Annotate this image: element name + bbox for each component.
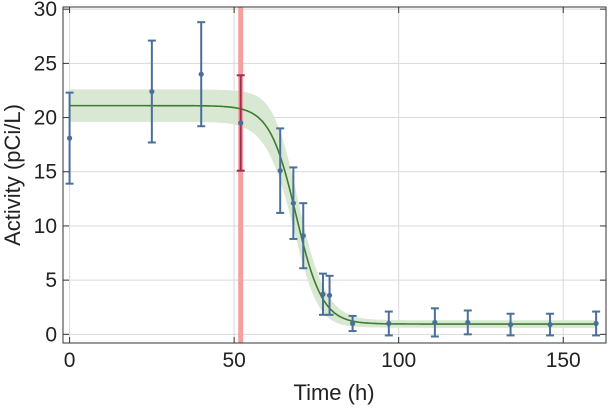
data-point-group [236, 74, 245, 172]
data-point-group [289, 166, 298, 240]
data-point-group [463, 309, 472, 336]
fit-curve [69, 104, 597, 325]
data-point-group [325, 274, 334, 316]
fit-line [69, 104, 597, 325]
data-point [300, 233, 306, 239]
x-tick-label: 150 [546, 349, 581, 372]
confidence-band-area [69, 89, 597, 328]
data-point-group [430, 307, 439, 338]
data-point [277, 168, 283, 174]
data-point-group [592, 310, 601, 337]
data-point-group [197, 21, 206, 128]
x-tick-label: 100 [381, 349, 416, 372]
data-point [507, 321, 514, 328]
x-tick-label: 50 [222, 349, 245, 372]
data-point [238, 120, 244, 126]
data-point [290, 200, 296, 206]
y-tick-label: 15 [34, 161, 57, 184]
data-point-group [506, 312, 515, 337]
data-point [350, 320, 356, 327]
data-point-group [299, 202, 308, 270]
plot-frame [62, 6, 607, 344]
data-point [198, 71, 204, 77]
data-point [547, 321, 553, 328]
data-point [432, 319, 438, 326]
frame-rect [62, 6, 607, 344]
data-point [149, 88, 155, 95]
y-tick-label: 25 [34, 52, 57, 75]
y-tick-label: 30 [34, 0, 57, 21]
data-point-group [147, 39, 156, 144]
data-point-group [276, 127, 285, 214]
y-axis-label: Activity (pCi/L) [0, 104, 25, 246]
data-point [326, 292, 333, 298]
data-points [65, 21, 601, 338]
data-point [593, 320, 599, 327]
data-point-group [348, 314, 357, 333]
data-point-group [65, 91, 74, 185]
data-point [66, 135, 73, 141]
confidence-band [69, 89, 597, 328]
y-tick-label: 20 [34, 107, 57, 130]
x-axis-label: Time (h) [293, 380, 374, 405]
y-tick-label: 0 [45, 323, 57, 346]
data-point [386, 320, 392, 327]
y-tick-label: 5 [45, 269, 57, 292]
grid [63, 7, 606, 343]
data-point-group [384, 310, 393, 337]
ticks: 0 50 100 150 0 5 10 15 20 25 30 [34, 0, 606, 372]
data-point-group [546, 312, 555, 337]
data-point [465, 319, 471, 326]
data-point [320, 291, 326, 297]
x-tick-label: 0 [64, 349, 76, 372]
y-tick-label: 10 [34, 215, 57, 238]
